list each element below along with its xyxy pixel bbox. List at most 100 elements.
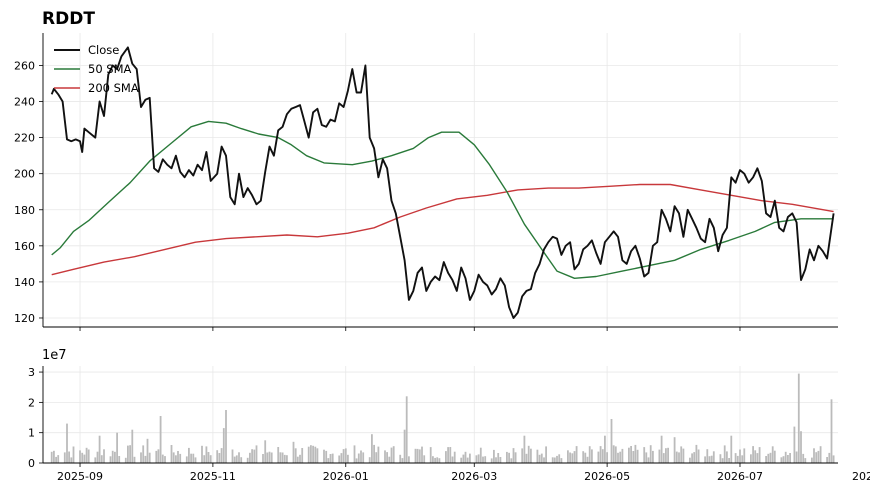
volume-bar <box>634 444 637 463</box>
volume-bar <box>384 450 386 463</box>
x-tick-label: 2026-03 <box>451 470 497 483</box>
volume-bar <box>344 448 347 463</box>
volume-grid <box>43 366 838 464</box>
volume-bar <box>316 448 319 463</box>
volume-bar <box>262 454 264 463</box>
volume-bar <box>140 452 142 463</box>
volume-panel: 2025-09 2025-11 2026-01 2026-03 2026-05 2026-… <box>28 348 870 483</box>
volume-bar <box>617 452 619 463</box>
volume-bar <box>477 454 480 463</box>
volume-bar <box>388 456 391 463</box>
volume-bars <box>50 373 835 464</box>
volume-bar <box>146 438 149 464</box>
volume-bar <box>294 448 297 463</box>
volume-bar <box>530 448 532 463</box>
volume-bar <box>771 446 774 463</box>
volume-bar <box>159 416 162 463</box>
volume-bar <box>832 455 835 463</box>
volume-bar <box>299 454 301 463</box>
volume-bar <box>281 452 284 463</box>
volume-bar <box>826 457 828 463</box>
volume-bar <box>741 455 744 463</box>
volume-bar <box>220 448 223 463</box>
x-tick-label: 2025-11 <box>190 470 236 483</box>
volume-bar <box>405 396 408 463</box>
volume-bar <box>712 451 715 463</box>
volume-bar <box>83 454 86 463</box>
volume-bar <box>81 452 84 463</box>
volume-bar <box>201 445 203 463</box>
volume-bar <box>538 454 541 463</box>
volume-bar <box>484 456 487 463</box>
volume-bar <box>279 452 282 463</box>
volume-bar <box>734 453 737 463</box>
volume-bar <box>658 449 661 463</box>
volume-bar <box>597 451 600 463</box>
volume-bar <box>767 453 770 463</box>
volume-bar <box>588 446 591 463</box>
volume-bar <box>652 450 654 463</box>
volume-bar <box>434 457 436 463</box>
volume-bar <box>660 435 663 463</box>
volume-bar <box>536 449 539 463</box>
volume-bar <box>599 446 602 463</box>
volume-bar <box>403 429 406 463</box>
legend-label-close: Close <box>88 43 119 57</box>
volume-bar <box>584 452 587 463</box>
volume-bar <box>728 458 730 463</box>
volume-bar <box>399 454 402 463</box>
volume-bar <box>338 455 341 463</box>
volume-bar <box>118 456 121 463</box>
volume-bar <box>87 449 90 463</box>
volume-bar <box>310 445 312 463</box>
volume-bar <box>177 451 179 463</box>
volume-bar <box>253 449 256 463</box>
volume-bar <box>94 457 97 463</box>
volume-bar <box>325 450 328 463</box>
volume-bar <box>828 452 831 463</box>
volume-bar <box>710 455 713 463</box>
volume-bar <box>575 446 578 463</box>
volume-bar <box>754 450 757 463</box>
volume-bar <box>296 456 299 463</box>
volume-bar <box>144 455 147 463</box>
volume-bar <box>170 445 173 463</box>
volume-ytick-label: 1 <box>28 427 35 440</box>
volume-bar <box>691 453 693 463</box>
volume-bar <box>782 456 785 463</box>
volume-bar <box>148 452 151 463</box>
volume-ytick-label: 0 <box>28 457 35 470</box>
volume-bar <box>619 451 622 463</box>
volume-bar <box>604 435 606 463</box>
volume-bar <box>238 452 240 463</box>
volume-bar <box>270 452 273 463</box>
volume-bar <box>66 423 68 463</box>
volume-bar <box>185 456 188 463</box>
price-ytick-label: 240 <box>14 96 35 109</box>
volume-bar <box>451 456 454 463</box>
volume-bar <box>514 452 517 463</box>
volume-bar <box>789 453 791 463</box>
volume-bar <box>72 446 75 463</box>
volume-bar <box>780 457 783 463</box>
price-ytick-label: 140 <box>14 276 35 289</box>
volume-bar <box>773 450 776 463</box>
volume-bar <box>743 448 746 463</box>
volume-bar <box>235 455 238 463</box>
volume-bar <box>512 448 515 463</box>
price-ytick-label: 120 <box>14 312 35 325</box>
volume-bar <box>499 457 502 463</box>
volume-bar <box>667 447 669 463</box>
volume-bar <box>586 456 589 463</box>
volume-bar <box>188 447 190 463</box>
price-ytick-label: 160 <box>14 240 35 253</box>
volume-bar <box>649 445 652 463</box>
volume-bar <box>750 454 752 463</box>
volume-bar <box>689 457 691 463</box>
volume-bar <box>225 410 227 463</box>
volume-bar <box>161 454 164 463</box>
volume-bar <box>401 458 404 463</box>
volume-bar <box>445 451 447 463</box>
volume-bar <box>721 458 724 463</box>
